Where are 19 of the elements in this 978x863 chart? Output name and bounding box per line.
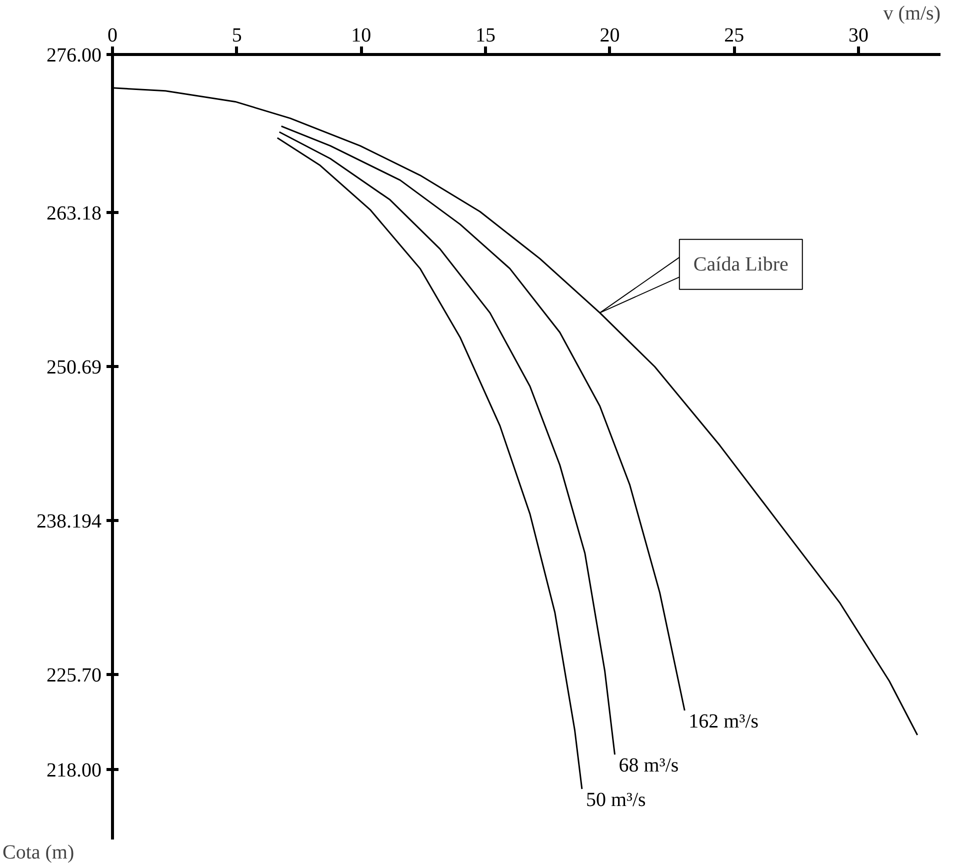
x-tick-label: 5 — [232, 24, 242, 46]
series-label: 50 m³/s — [586, 788, 646, 811]
x-tick-label: 20 — [600, 24, 620, 46]
x-tick-label: 30 — [848, 24, 868, 46]
x-tick-label: 0 — [108, 24, 118, 46]
annotation: Caída Libre — [693, 253, 789, 276]
y-tick-label: 263.18 — [46, 202, 102, 224]
y-axis-title: Cota (m) — [2, 842, 74, 863]
x-tick-label: 10 — [351, 24, 372, 46]
x-axis-title: v (m/s) — [883, 2, 940, 24]
y-tick-label: 276.00 — [46, 44, 102, 66]
x-tick-label: 15 — [475, 24, 496, 46]
series-label: 68 m³/s — [618, 754, 679, 777]
y-tick-label: 218.00 — [46, 759, 102, 782]
y-tick-label: 238.194 — [36, 510, 102, 532]
y-tick-label: 250.69 — [46, 356, 102, 378]
y-tick-label: 225.70 — [46, 664, 102, 686]
series-label: 162 m³/s — [688, 710, 759, 732]
x-tick-label: 25 — [724, 24, 744, 46]
